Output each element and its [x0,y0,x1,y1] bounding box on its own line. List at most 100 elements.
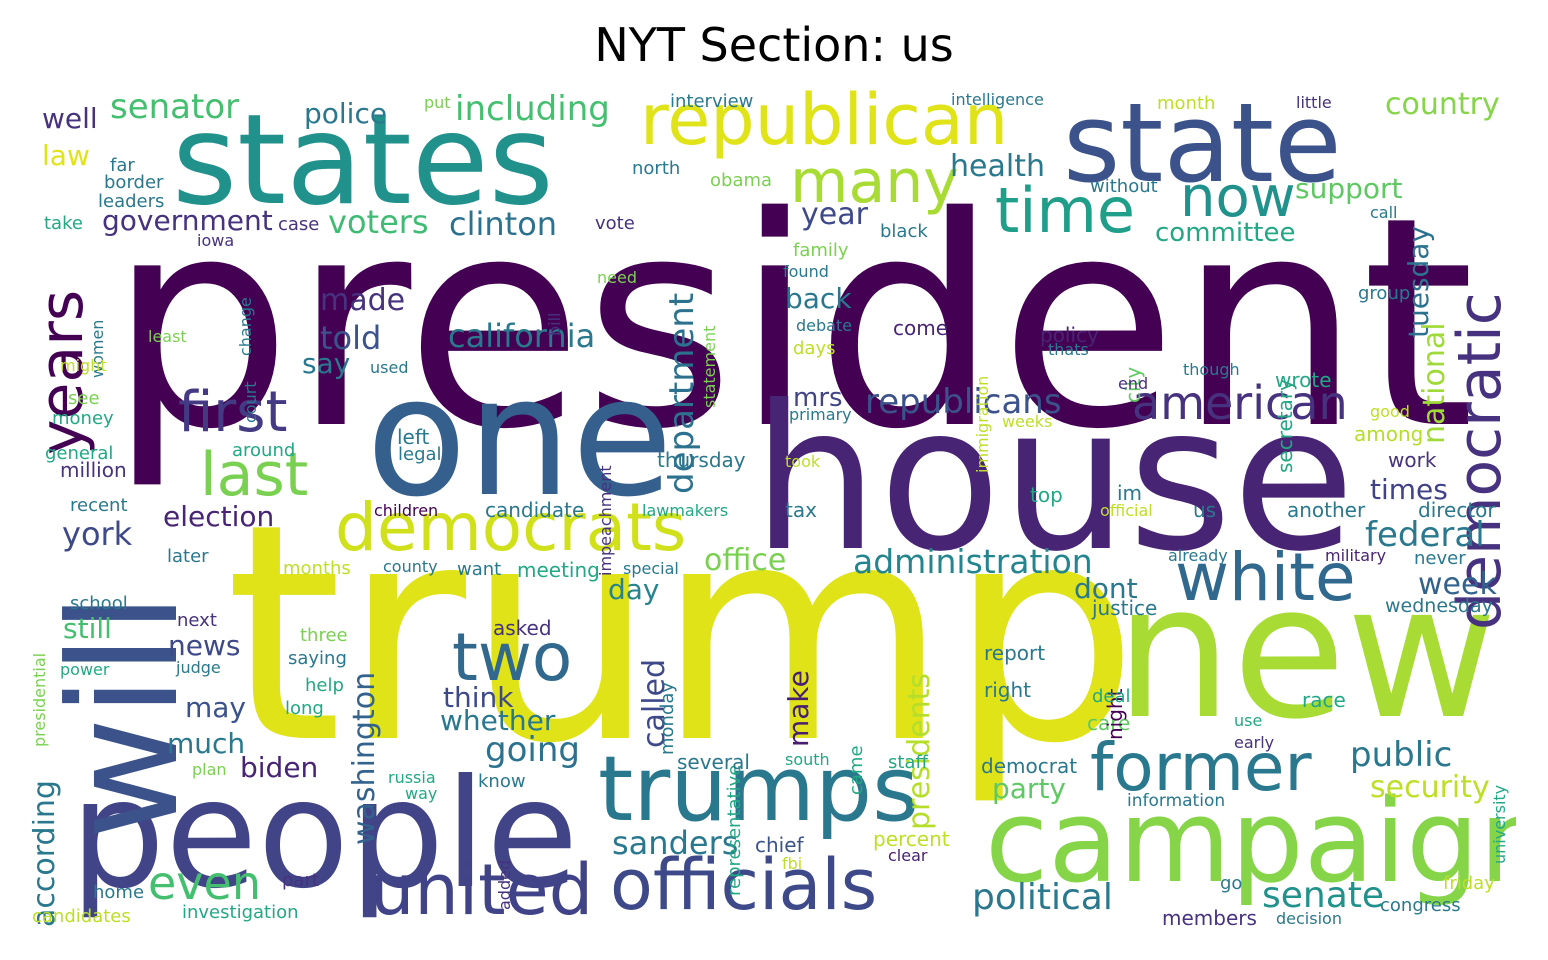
word-military: military [1325,546,1387,565]
word-percent: percent [873,827,950,851]
word-police: police [304,97,388,130]
word-members: members [1162,906,1257,930]
word-already: already [1168,546,1228,565]
word-us: us [1193,498,1217,522]
word-weeks: weeks [1002,412,1053,431]
word-federal: federal [1365,515,1485,555]
word-director: director [1418,498,1496,522]
word-may: may [185,691,247,724]
word-think: think [443,681,514,714]
word-least: least [148,327,187,346]
word-days: days [793,338,836,359]
word-among: among [1354,422,1424,446]
word-deal: deal [1092,686,1131,707]
word-clinton: clinton [449,205,558,243]
word-interview: interview [670,91,754,112]
word-told: told [320,319,382,357]
word-even: even [148,856,261,910]
word-months: months [283,558,351,579]
word-campaign: campaign [985,775,1516,909]
word-change: change [236,296,255,356]
word-know: know [478,771,526,792]
word-see: see [68,388,100,409]
word-whether: whether [440,704,556,737]
word-house: house [752,363,1356,596]
word-chief: chief [755,833,804,857]
word-democrats: democrats [335,489,687,566]
word-wrote: wrote [1275,368,1332,392]
word-week: week [1418,567,1497,602]
word-candidate: candidate [485,498,585,522]
word-former: former [1090,729,1312,806]
word-according: according [32,780,62,927]
word-security: security [1370,770,1490,805]
word-decision: decision [1276,909,1342,928]
word-asked: asked [493,616,552,640]
word-never: never [1414,548,1466,569]
word-law: law [42,139,90,172]
word-little: little [1296,93,1332,112]
word-official: official [1100,501,1153,520]
word-family: family [793,240,849,261]
word-office: office [704,543,787,578]
word-county: county [383,557,438,576]
word-race: race [1302,688,1346,712]
word-american: american [1132,376,1348,430]
word-washington: washington [347,671,382,845]
word-put: put [424,93,451,112]
word-right: right [984,678,1031,702]
word-justice: justice [1092,596,1158,620]
word-school: school [70,593,128,614]
word-news: news [168,629,241,662]
word-use: use [1234,711,1263,730]
word-case: case [278,214,320,235]
word-political: political [972,877,1113,918]
word-sanders: sanders [612,824,739,862]
word-iowa: iowa [197,231,235,250]
word-thursday: thursday [657,448,746,472]
word-obama: obama [710,170,773,191]
word-wednesday: wednesday [1385,595,1493,617]
word-vote: vote [595,213,635,234]
word-home: home [93,882,145,903]
word-three: three [300,625,348,646]
word-top: top [1030,483,1063,507]
word-plan: plan [192,760,227,779]
word-statement: statement [700,326,719,409]
word-call: call [1370,203,1398,222]
word-russia: russia [388,768,436,787]
word-primary: primary [789,405,852,424]
word-senator: senator [110,88,240,127]
word-representative: representative [724,764,745,897]
word-general: general [45,443,114,464]
word-democrat: democrat [981,754,1078,778]
word-cloud: president trump one house new states state peop… [32,88,1516,930]
word-tax: tax [785,498,817,522]
word-im: im [1117,481,1143,505]
word-health: health [950,149,1045,184]
word-lawmakers: lawmakers [642,501,729,520]
word-monday: monday [657,681,678,755]
word-administration: administration [853,542,1093,581]
word-well: well [42,102,98,135]
word-made: made [320,283,406,318]
word-group: group [1358,283,1411,304]
word-trumps: trumps [598,737,920,842]
word-people: people [70,748,579,922]
word-long: long [285,698,324,719]
word-day: day [608,573,660,606]
word-committee: committee [1155,218,1296,248]
word-leaders: leaders [98,191,165,212]
word-judge: judge [176,658,221,677]
word-voters: voters [328,203,429,241]
word-much: much [167,727,246,760]
word-states: states [172,88,554,233]
word-immigration: immigration [973,375,992,473]
word-candidates: candidates [32,906,131,927]
word-south: south [785,750,830,769]
word-far: far [110,155,135,176]
word-congress: congress [1380,895,1461,916]
word-debate: debate [796,316,853,335]
word-later: later [167,546,209,567]
